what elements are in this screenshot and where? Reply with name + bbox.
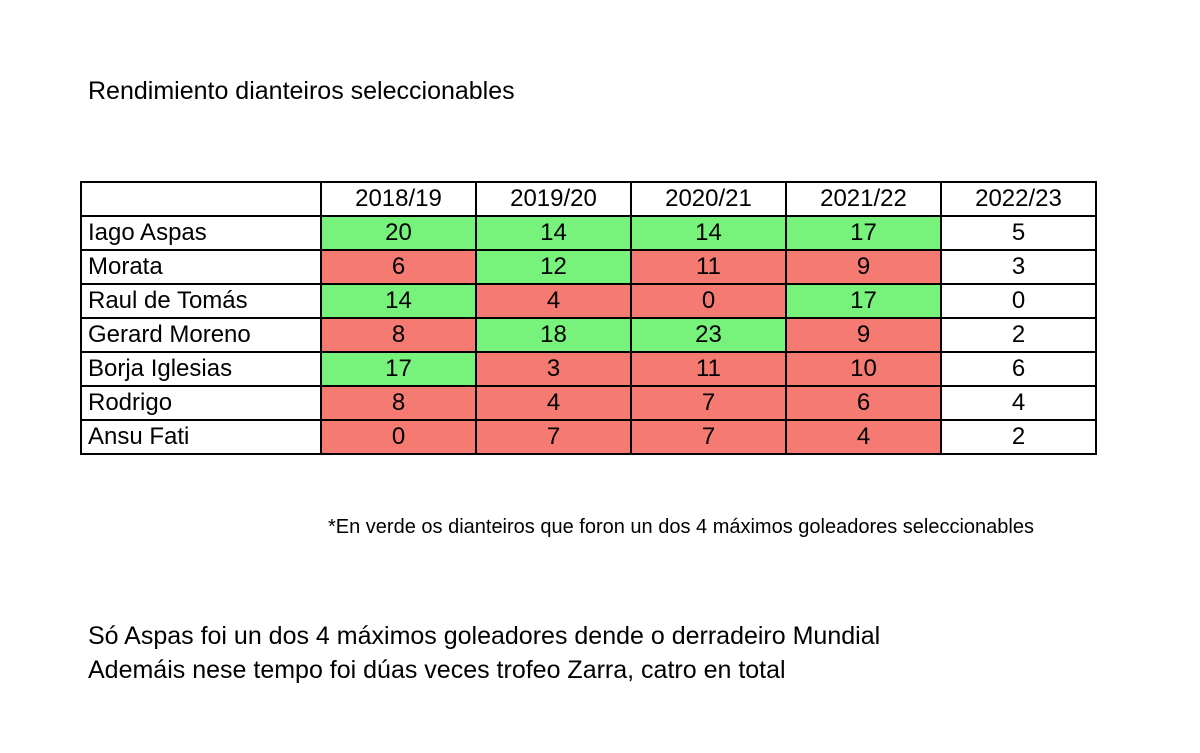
goals-cell-2019-20: 4	[475, 283, 632, 319]
goals-cell-2020-21: 11	[630, 249, 787, 285]
goals-cell-2019-20: 3	[475, 351, 632, 387]
footnote: *En verde os dianteiros que foron un dos…	[328, 516, 1034, 538]
header-season-2020-21: 2020/21	[630, 181, 787, 217]
goals-cell-2018-19: 14	[320, 283, 477, 319]
goals-cell-2022-23: 6	[940, 351, 1097, 387]
goals-cell-2019-20: 7	[475, 419, 632, 455]
table-body: Iago Aspas 20 14 14 17 5 Morata 6 12 11 9 3 Raul de …	[80, 215, 1097, 455]
goals-cell-2021-22: 10	[785, 351, 942, 387]
goals-cell-2021-22: 6	[785, 385, 942, 421]
goals-cell-2019-20: 14	[475, 215, 632, 251]
goals-cell-2021-22: 4	[785, 419, 942, 455]
table-row-ansu-fati: Ansu Fati 0 7 7 4 2	[80, 419, 1097, 455]
goals-cell-2022-23: 3	[940, 249, 1097, 285]
chart-title: Rendimiento dianteiros seleccionables	[88, 77, 515, 105]
goals-cell-2018-19: 6	[320, 249, 477, 285]
goals-cell-2020-21: 23	[630, 317, 787, 353]
goals-cell-2022-23: 4	[940, 385, 1097, 421]
goals-cell-2018-19: 8	[320, 385, 477, 421]
goals-cell-2019-20: 4	[475, 385, 632, 421]
table-row-gerard-moreno: Gerard Moreno 8 18 23 9 2	[80, 317, 1097, 353]
goals-cell-2020-21: 14	[630, 215, 787, 251]
goals-cell-2022-23: 2	[940, 317, 1097, 353]
player-name-cell: Ansu Fati	[80, 419, 322, 455]
goals-cell-2021-22: 9	[785, 249, 942, 285]
header-season-2021-22: 2021/22	[785, 181, 942, 217]
goals-cell-2022-23: 2	[940, 419, 1097, 455]
player-name-cell: Gerard Moreno	[80, 317, 322, 353]
goals-cell-2018-19: 8	[320, 317, 477, 353]
goals-cell-2018-19: 17	[320, 351, 477, 387]
scoring-table: 2018/19 2019/20 2020/21 2021/22 2022/23 …	[80, 181, 1097, 455]
player-name-cell: Rodrigo	[80, 385, 322, 421]
goals-cell-2022-23: 0	[940, 283, 1097, 319]
table-row-iago-aspas: Iago Aspas 20 14 14 17 5	[80, 215, 1097, 251]
table-row-morata: Morata 6 12 11 9 3	[80, 249, 1097, 285]
table-row-borja-iglesias: Borja Iglesias 17 3 11 10 6	[80, 351, 1097, 387]
goals-cell-2018-19: 20	[320, 215, 477, 251]
goals-cell-2019-20: 18	[475, 317, 632, 353]
note-line-1: Só Aspas foi un dos 4 máximos goleadores…	[88, 622, 881, 650]
table-row-raul-de-tomas: Raul de Tomás 14 4 0 17 0	[80, 283, 1097, 319]
goals-cell-2020-21: 7	[630, 385, 787, 421]
header-season-2019-20: 2019/20	[475, 181, 632, 217]
player-name-cell: Morata	[80, 249, 322, 285]
player-name-cell: Borja Iglesias	[80, 351, 322, 387]
header-season-2022-23: 2022/23	[940, 181, 1097, 217]
goals-cell-2021-22: 17	[785, 215, 942, 251]
note-line-2: Ademáis nese tempo foi dúas veces trofeo…	[88, 656, 786, 684]
header-season-2018-19: 2018/19	[320, 181, 477, 217]
goals-cell-2019-20: 12	[475, 249, 632, 285]
player-name-cell: Iago Aspas	[80, 215, 322, 251]
goals-cell-2022-23: 5	[940, 215, 1097, 251]
goals-cell-2021-22: 17	[785, 283, 942, 319]
goals-cell-2020-21: 0	[630, 283, 787, 319]
header-row: 2018/19 2019/20 2020/21 2021/22 2022/23	[80, 181, 1097, 217]
header-corner-cell	[80, 181, 322, 217]
goals-cell-2021-22: 9	[785, 317, 942, 353]
table-row-rodrigo: Rodrigo 8 4 7 6 4	[80, 385, 1097, 421]
player-name-cell: Raul de Tomás	[80, 283, 322, 319]
goals-cell-2018-19: 0	[320, 419, 477, 455]
goals-cell-2020-21: 7	[630, 419, 787, 455]
goals-cell-2020-21: 11	[630, 351, 787, 387]
